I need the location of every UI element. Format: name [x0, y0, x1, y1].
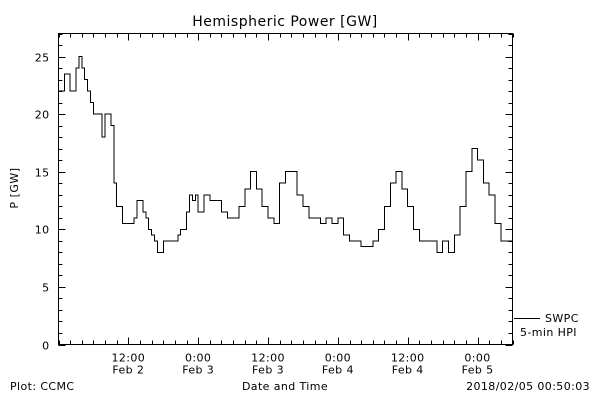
- x-tick-label-date: Feb 3: [182, 364, 214, 377]
- chart-title: Hemispheric Power [GW]: [192, 14, 378, 30]
- series-swpc-5min-hpi: [58, 56, 513, 253]
- plot-frame: [58, 33, 513, 345]
- footer-left: Plot: CCMC: [10, 380, 74, 393]
- footer-timestamp: 2018/02/05 00:50:03: [466, 380, 590, 393]
- y-tick-label: 15: [35, 167, 50, 180]
- x-tick-label-time: 0:00: [464, 352, 490, 365]
- x-tick-label-time: 0:00: [325, 352, 351, 365]
- x-tick-label-date: Feb 2: [112, 364, 144, 377]
- y-axis-ticks: 0 5 10 15 20 25: [35, 34, 513, 353]
- x-tick-label-date: Feb 4: [322, 364, 354, 377]
- x-tick-label-time: 0:00: [185, 352, 211, 365]
- y-tick-label: 20: [35, 109, 50, 122]
- x-axis-label: Date and Time: [242, 380, 328, 393]
- legend-label-swpc: SWPC: [545, 312, 579, 325]
- legend-label-5min-hpi: 5-min HPI: [520, 326, 577, 339]
- x-tick-label-date: Feb 5: [462, 364, 494, 377]
- x-tick-label-time: 12:00: [251, 352, 285, 365]
- y-tick-label: 0: [42, 340, 49, 353]
- x-tick-label-date: Feb 4: [392, 364, 424, 377]
- y-axis-label: P [GW]: [8, 167, 21, 208]
- y-tick-label: 5: [42, 282, 49, 295]
- x-tick-label-time: 12:00: [111, 352, 145, 365]
- y-tick-label: 10: [35, 224, 50, 237]
- x-tick-label-date: Feb 3: [252, 364, 284, 377]
- x-tick-label-time: 12:00: [391, 352, 425, 365]
- legend: SWPC 5-min HPI: [514, 312, 579, 339]
- y-tick-label: 25: [35, 52, 50, 65]
